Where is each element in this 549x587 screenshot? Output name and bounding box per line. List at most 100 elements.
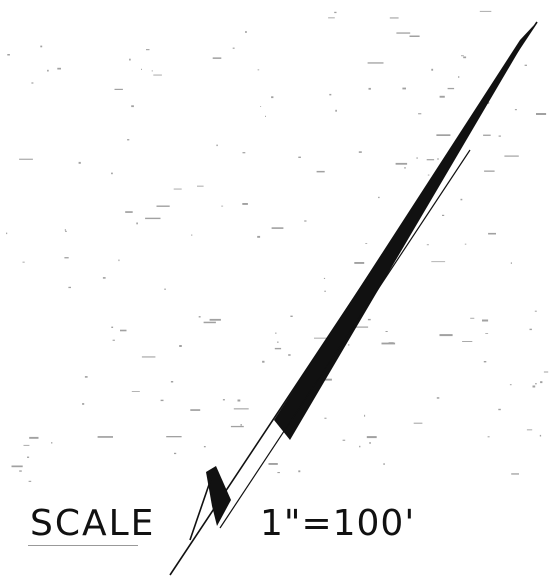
- scan-speck: [146, 49, 150, 51]
- scan-speck: [156, 205, 170, 207]
- scan-speck: [260, 106, 262, 107]
- scan-speck: [442, 214, 445, 216]
- scan-speck: [212, 57, 222, 59]
- scan-speck: [447, 87, 455, 90]
- scan-speck: [277, 472, 280, 474]
- scan-speck: [316, 170, 325, 173]
- scan-speck: [23, 444, 30, 446]
- scan-speck: [366, 436, 377, 439]
- lower-block: [206, 466, 231, 526]
- scan-speck: [413, 422, 423, 424]
- scan-speck: [257, 235, 261, 238]
- scan-speck: [532, 385, 536, 388]
- scan-speck: [82, 403, 85, 405]
- scan-speck: [118, 259, 120, 262]
- scan-speck: [29, 436, 39, 439]
- scan-speck: [40, 45, 43, 48]
- scan-speck: [402, 87, 406, 90]
- scan-speck: [237, 399, 241, 402]
- scan-speck: [314, 337, 330, 339]
- scan-speck: [510, 262, 512, 264]
- scan-speck: [511, 473, 519, 475]
- scan-speck: [543, 371, 549, 373]
- scan-speck: [242, 203, 248, 205]
- scan-speck: [28, 480, 32, 482]
- scan-speck: [19, 158, 33, 160]
- scan-speck: [78, 161, 81, 164]
- scan-speck: [57, 67, 61, 70]
- scan-speck: [245, 31, 247, 33]
- scan-speck: [131, 105, 134, 108]
- scan-speck: [114, 88, 123, 90]
- scan-speck: [64, 229, 66, 231]
- scan-speck: [354, 262, 365, 264]
- scan-speck: [509, 384, 512, 386]
- scan-noise: [6, 10, 549, 482]
- scan-speck: [298, 156, 301, 158]
- scan-speck: [426, 244, 429, 246]
- scan-speck: [102, 277, 106, 279]
- scan-speck: [136, 222, 138, 225]
- scan-speck: [304, 220, 307, 222]
- scan-speck: [160, 399, 164, 402]
- scan-speck: [365, 243, 368, 244]
- scan-speck: [464, 243, 467, 245]
- scan-speck: [498, 408, 501, 411]
- scan-speck: [216, 144, 218, 147]
- scan-speck: [153, 74, 162, 76]
- scan-speck: [470, 317, 475, 319]
- scan-speck: [529, 328, 532, 331]
- scan-speck: [179, 345, 182, 347]
- scan-speck: [190, 409, 201, 411]
- scan-speck: [364, 414, 366, 417]
- scan-speck: [488, 232, 496, 235]
- scan-speck: [416, 157, 418, 159]
- scan-speck: [437, 158, 439, 160]
- scan-speck: [47, 69, 49, 72]
- scan-speck: [439, 334, 453, 337]
- scale-label: SCALE: [30, 503, 156, 544]
- scan-speck: [514, 109, 517, 111]
- scan-speck: [485, 333, 489, 334]
- scan-speck: [439, 95, 445, 98]
- scan-speck: [396, 32, 411, 34]
- scan-speck: [484, 170, 495, 172]
- scan-speck: [404, 167, 406, 169]
- scan-speck: [170, 381, 174, 383]
- scan-speck: [320, 378, 332, 381]
- scan-speck: [131, 391, 140, 392]
- scan-speck: [68, 286, 71, 289]
- scan-speck: [141, 356, 156, 358]
- scan-speck: [367, 62, 384, 64]
- scan-speck: [127, 139, 130, 141]
- scan-speck: [540, 381, 543, 384]
- scan-speck: [198, 316, 201, 318]
- scan-speck: [431, 261, 446, 263]
- scale-tick-left: [189, 469, 215, 541]
- scan-speck: [111, 172, 113, 175]
- scan-speck: [27, 456, 30, 458]
- scan-speck: [426, 159, 435, 161]
- scan-speck: [487, 436, 490, 438]
- scan-speck: [191, 234, 193, 236]
- scan-speck: [524, 64, 527, 66]
- scan-speck: [427, 174, 430, 176]
- scan-speck: [232, 47, 235, 49]
- scan-speck: [31, 82, 34, 84]
- scan-speck: [166, 436, 182, 438]
- scan-speck: [265, 115, 266, 117]
- scan-speck: [11, 465, 23, 468]
- scan-speck: [233, 408, 249, 410]
- scale-value: 1"=100': [260, 503, 416, 544]
- scan-speck: [290, 315, 293, 317]
- scan-speck: [271, 227, 284, 229]
- scan-speck: [526, 429, 533, 431]
- scan-speck: [482, 319, 489, 322]
- scan-speck: [367, 318, 371, 321]
- scan-speck: [504, 155, 519, 157]
- scan-speck: [483, 134, 491, 136]
- scan-speck: [173, 188, 182, 190]
- scan-speck: [323, 277, 326, 279]
- scan-speck: [145, 217, 161, 220]
- scan-speck: [242, 152, 246, 154]
